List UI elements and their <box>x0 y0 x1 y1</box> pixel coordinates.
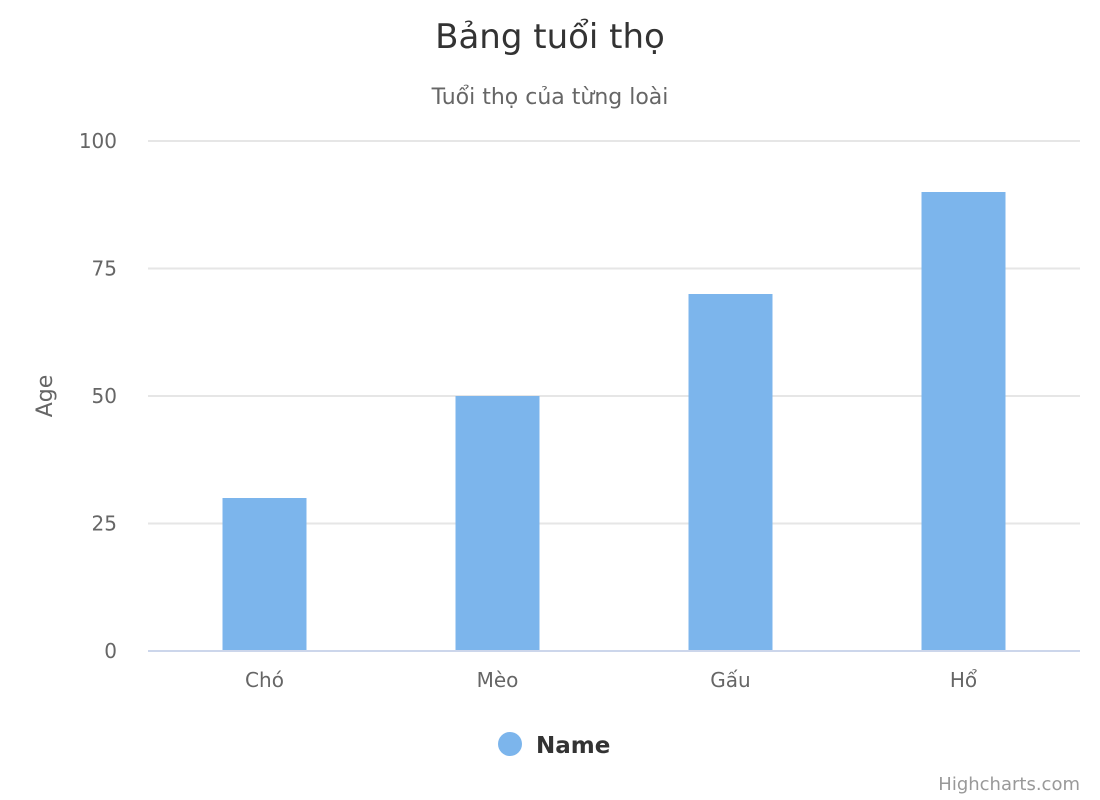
y-tick-label: 50 <box>92 384 117 408</box>
bar-1[interactable] <box>222 498 307 651</box>
chart-subtitle: Tuổi thọ của từng loài <box>431 85 669 110</box>
x-axis-ticks: Chó Mèo Gấu Hổ <box>245 668 977 692</box>
bar-3[interactable] <box>688 294 773 651</box>
y-tick-label: 100 <box>79 129 117 153</box>
x-tick-label: Mèo <box>477 668 519 692</box>
y-tick-label: 25 <box>92 512 117 536</box>
legend-label-name[interactable]: Name <box>536 733 610 759</box>
chart-title: Bảng tuổi thọ <box>435 17 665 57</box>
x-tick-label: Gấu <box>710 668 750 692</box>
x-tick-label: Hổ <box>950 668 977 692</box>
bar-series <box>222 192 1006 651</box>
y-tick-label: 75 <box>92 257 117 281</box>
y-axis-title: Age <box>33 375 58 418</box>
x-tick-label: Chó <box>245 668 284 692</box>
credits-link[interactable]: Highcharts.com <box>938 774 1080 795</box>
y-tick-label: 0 <box>104 639 117 663</box>
bar-4[interactable] <box>921 192 1006 651</box>
legend-marker-name[interactable] <box>498 732 522 756</box>
legend[interactable]: Name <box>498 732 610 759</box>
bar-2[interactable] <box>455 396 540 651</box>
y-axis-ticks: 0 25 50 75 100 <box>79 129 117 663</box>
